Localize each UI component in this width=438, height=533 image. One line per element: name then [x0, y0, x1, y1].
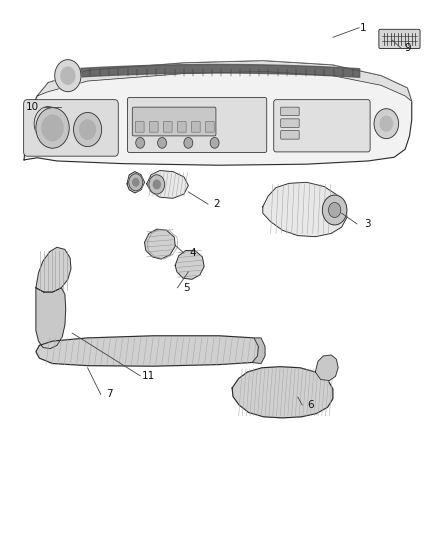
Text: 9: 9: [404, 43, 411, 53]
Polygon shape: [36, 288, 66, 349]
FancyBboxPatch shape: [163, 122, 172, 132]
FancyBboxPatch shape: [281, 119, 299, 127]
FancyBboxPatch shape: [281, 131, 299, 139]
Circle shape: [149, 175, 165, 194]
FancyBboxPatch shape: [24, 100, 118, 156]
Polygon shape: [315, 355, 338, 381]
Circle shape: [40, 114, 56, 133]
Polygon shape: [145, 229, 175, 259]
Circle shape: [61, 67, 75, 84]
FancyBboxPatch shape: [191, 122, 200, 132]
Text: 1: 1: [360, 23, 367, 33]
Circle shape: [74, 112, 102, 147]
Circle shape: [129, 174, 143, 191]
Circle shape: [136, 138, 145, 148]
Circle shape: [328, 203, 341, 217]
Circle shape: [322, 195, 347, 225]
FancyBboxPatch shape: [127, 98, 267, 152]
FancyBboxPatch shape: [135, 122, 144, 132]
FancyBboxPatch shape: [132, 107, 216, 136]
FancyBboxPatch shape: [379, 29, 420, 49]
FancyBboxPatch shape: [149, 122, 158, 132]
Circle shape: [133, 179, 139, 186]
Circle shape: [153, 180, 160, 189]
Circle shape: [55, 60, 81, 92]
Polygon shape: [147, 171, 188, 198]
Text: 6: 6: [307, 400, 314, 410]
Polygon shape: [36, 336, 258, 366]
FancyBboxPatch shape: [281, 107, 299, 116]
Circle shape: [80, 120, 95, 139]
Circle shape: [210, 138, 219, 148]
Polygon shape: [263, 182, 347, 237]
Polygon shape: [36, 247, 71, 292]
Circle shape: [184, 138, 193, 148]
FancyBboxPatch shape: [205, 122, 214, 132]
Polygon shape: [24, 61, 412, 165]
Circle shape: [36, 108, 69, 148]
Polygon shape: [127, 172, 145, 193]
Polygon shape: [175, 251, 204, 279]
Polygon shape: [232, 367, 333, 418]
Circle shape: [380, 116, 392, 131]
Text: 3: 3: [364, 219, 371, 229]
Circle shape: [34, 107, 62, 141]
Text: 5: 5: [183, 283, 190, 293]
Text: 11: 11: [142, 371, 155, 381]
Polygon shape: [37, 61, 412, 101]
Text: 2: 2: [213, 199, 220, 209]
Circle shape: [158, 138, 166, 148]
FancyBboxPatch shape: [177, 122, 186, 132]
Polygon shape: [252, 338, 265, 364]
Circle shape: [374, 109, 399, 139]
FancyBboxPatch shape: [274, 100, 370, 152]
Text: 7: 7: [106, 390, 113, 399]
Text: 4: 4: [189, 248, 196, 258]
Circle shape: [42, 115, 63, 141]
Text: 10: 10: [26, 102, 39, 111]
